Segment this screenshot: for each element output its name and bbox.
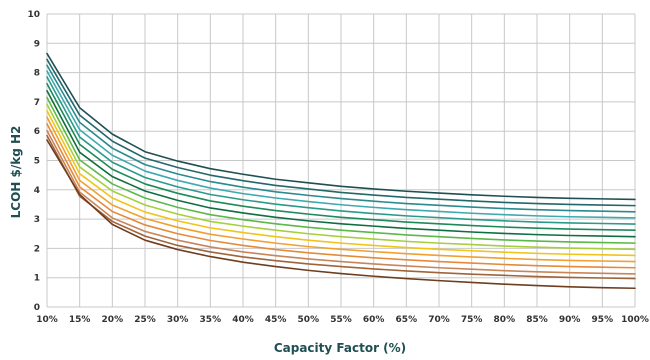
x-tick-label: 50% xyxy=(298,315,320,325)
y-tick-label: 0 xyxy=(34,303,40,313)
x-tick-label: 65% xyxy=(396,315,418,325)
series-line-15 xyxy=(46,139,636,290)
series-line-2 xyxy=(46,58,636,207)
series-line-5 xyxy=(46,76,636,225)
series-line-9 xyxy=(46,103,636,251)
x-tick-labels: 10% 15% 20% 25% 30% 35% 40% 45% 50% 55% 60% 65% 70% 7… xyxy=(36,315,649,325)
series-line-12 xyxy=(46,123,636,269)
series-line-10 xyxy=(46,109,636,257)
y-tick-label: 5 xyxy=(34,157,40,167)
series-line-13 xyxy=(46,129,636,275)
x-tick-label: 90% xyxy=(559,315,581,325)
series-line-14 xyxy=(46,134,636,280)
series-line-3 xyxy=(46,64,636,213)
x-tick-label: 20% xyxy=(102,315,124,325)
x-tick-label: 95% xyxy=(592,315,614,325)
y-tick-labels: 0 1 2 3 4 5 6 7 8 9 10 xyxy=(27,10,40,313)
series-line-11 xyxy=(46,116,636,263)
x-tick-label: 25% xyxy=(134,315,156,325)
series-line-1 xyxy=(46,52,636,201)
x-tick-label: 30% xyxy=(167,315,189,325)
y-axis-title: LCOH $/kg H2 xyxy=(9,126,23,219)
x-tick-label: 15% xyxy=(69,315,91,325)
series-lines xyxy=(46,52,636,290)
y-tick-label: 8 xyxy=(34,69,40,79)
x-tick-label: 55% xyxy=(330,315,352,325)
y-tick-label: 10 xyxy=(27,10,40,20)
x-tick-label: 10% xyxy=(36,315,58,325)
series-line-7 xyxy=(46,89,636,238)
series-line-4 xyxy=(46,70,636,219)
y-tick-label: 9 xyxy=(34,39,40,49)
x-tick-label: 75% xyxy=(461,315,483,325)
y-tick-label: 1 xyxy=(34,274,40,284)
y-tick-label: 4 xyxy=(34,186,40,196)
y-tick-label: 2 xyxy=(34,244,40,254)
y-tick-label: 3 xyxy=(34,215,40,225)
x-axis-title: Capacity Factor (%) xyxy=(274,341,406,355)
series-line-8 xyxy=(46,96,636,244)
x-tick-label: 85% xyxy=(526,315,548,325)
series-line-6 xyxy=(46,82,636,232)
x-tick-label: 45% xyxy=(265,315,287,325)
y-tick-label: 7 xyxy=(34,98,40,108)
y-tick-label: 6 xyxy=(34,127,40,137)
x-tick-label: 60% xyxy=(363,315,385,325)
x-tick-label: 100% xyxy=(621,315,649,325)
x-tick-label: 40% xyxy=(232,315,254,325)
x-tick-label: 35% xyxy=(200,315,222,325)
x-tick-label: 70% xyxy=(428,315,450,325)
x-tick-label: 80% xyxy=(494,315,516,325)
